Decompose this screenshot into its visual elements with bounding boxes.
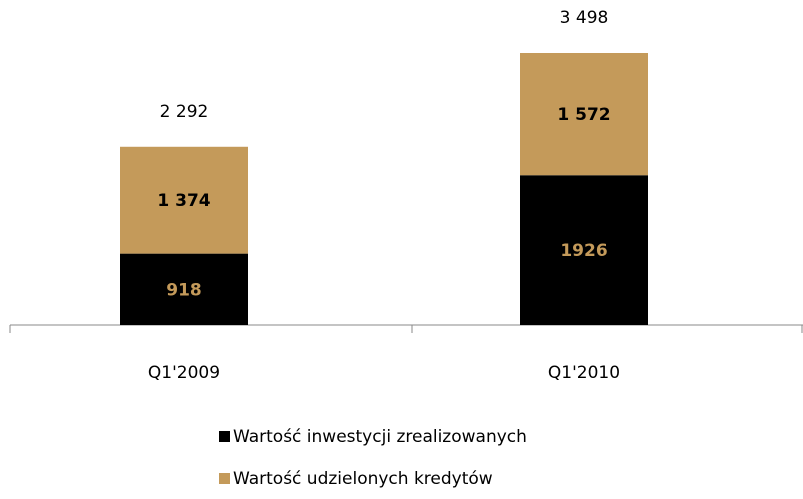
data-label: 1926 [560,241,607,261]
bar-segment [520,53,648,176]
legend-label: Wartość inwestycji zrealizowanych [233,427,527,447]
bar-segment [120,146,248,254]
legend-swatch [219,473,230,484]
x-tick-label: Q1'2009 [148,363,220,383]
total-label: 3 498 [560,8,609,28]
x-tick-label: Q1'2010 [548,363,620,383]
total-label: 2 292 [160,102,209,122]
bar-segment [120,253,248,325]
data-label: 1 572 [557,105,610,125]
data-label: 918 [166,280,202,300]
bar-segment [520,175,648,325]
legend-swatch [219,431,230,442]
data-label: 1 374 [157,191,210,211]
legend-label: Wartość udzielonych kredytów [233,469,493,489]
